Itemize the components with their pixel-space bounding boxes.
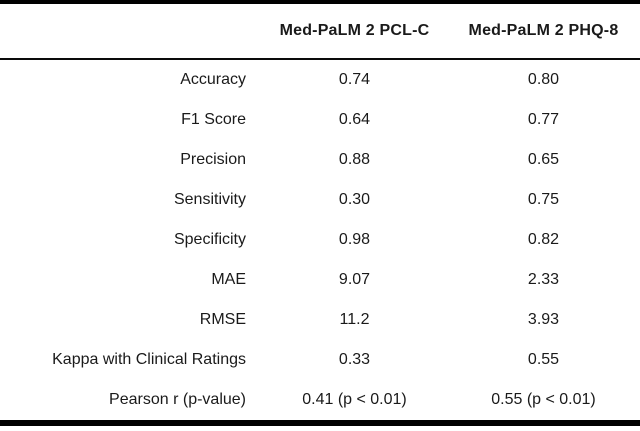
value-phq8: 0.55 (527, 351, 560, 368)
table-header-row: Med-PaLM 2 PCL-C Med-PaLM 2 PHQ-8 (0, 4, 640, 58)
table-header-rule (0, 58, 640, 60)
value-phq8: 0.75 (527, 191, 560, 208)
table-row-specificity: Specificity 0.98 0.82 (0, 220, 640, 260)
value-phq8: 0.55 (p < 0.01) (491, 391, 596, 408)
value-phq8: 0.77 (527, 111, 560, 128)
row-label: Accuracy (180, 71, 246, 88)
table-row-precision: Precision 0.88 0.65 (0, 140, 640, 180)
row-label: Kappa with Clinical Ratings (52, 351, 246, 368)
value-phq8: 0.82 (527, 231, 560, 248)
row-label: F1 Score (181, 111, 246, 128)
table-bottom-rule (0, 420, 640, 426)
header-med-palm-2-pcl-c: Med-PaLM 2 PCL-C (279, 22, 430, 39)
value-pclc: 0.88 (338, 151, 371, 168)
table-row-sensitivity: Sensitivity 0.30 0.75 (0, 180, 640, 220)
value-pclc: 0.33 (338, 351, 371, 368)
table-top-rule (0, 0, 640, 4)
table-row-rmse: RMSE 11.2 3.93 (0, 300, 640, 340)
value-phq8: 2.33 (527, 271, 560, 288)
table-row-mae: MAE 9.07 2.33 (0, 260, 640, 300)
table-row-kappa: Kappa with Clinical Ratings 0.33 0.55 (0, 340, 640, 380)
table-row-accuracy: Accuracy 0.74 0.80 (0, 60, 640, 100)
value-pclc: 0.30 (338, 191, 371, 208)
value-phq8: 0.80 (527, 71, 560, 88)
row-label: MAE (211, 271, 246, 288)
table-row-f1-score: F1 Score 0.64 0.77 (0, 100, 640, 140)
value-pclc: 0.41 (p < 0.01) (302, 391, 407, 408)
value-phq8: 3.93 (527, 311, 560, 328)
value-pclc: 11.2 (339, 311, 370, 328)
row-label: Specificity (173, 231, 246, 248)
row-label: Sensitivity (173, 191, 246, 208)
value-pclc: 0.98 (338, 231, 371, 248)
row-label: Pearson r (p-value) (109, 391, 246, 408)
value-pclc: 9.07 (338, 271, 371, 288)
value-pclc: 0.74 (338, 71, 371, 88)
header-med-palm-2-phq-8: Med-PaLM 2 PHQ-8 (468, 22, 619, 39)
value-pclc: 0.64 (338, 111, 371, 128)
row-label: RMSE (199, 311, 246, 328)
row-label: Precision (180, 151, 246, 168)
value-phq8: 0.65 (527, 151, 560, 168)
table-row-pearson-r: Pearson r (p-value) 0.41 (p < 0.01) 0.55… (0, 380, 640, 420)
